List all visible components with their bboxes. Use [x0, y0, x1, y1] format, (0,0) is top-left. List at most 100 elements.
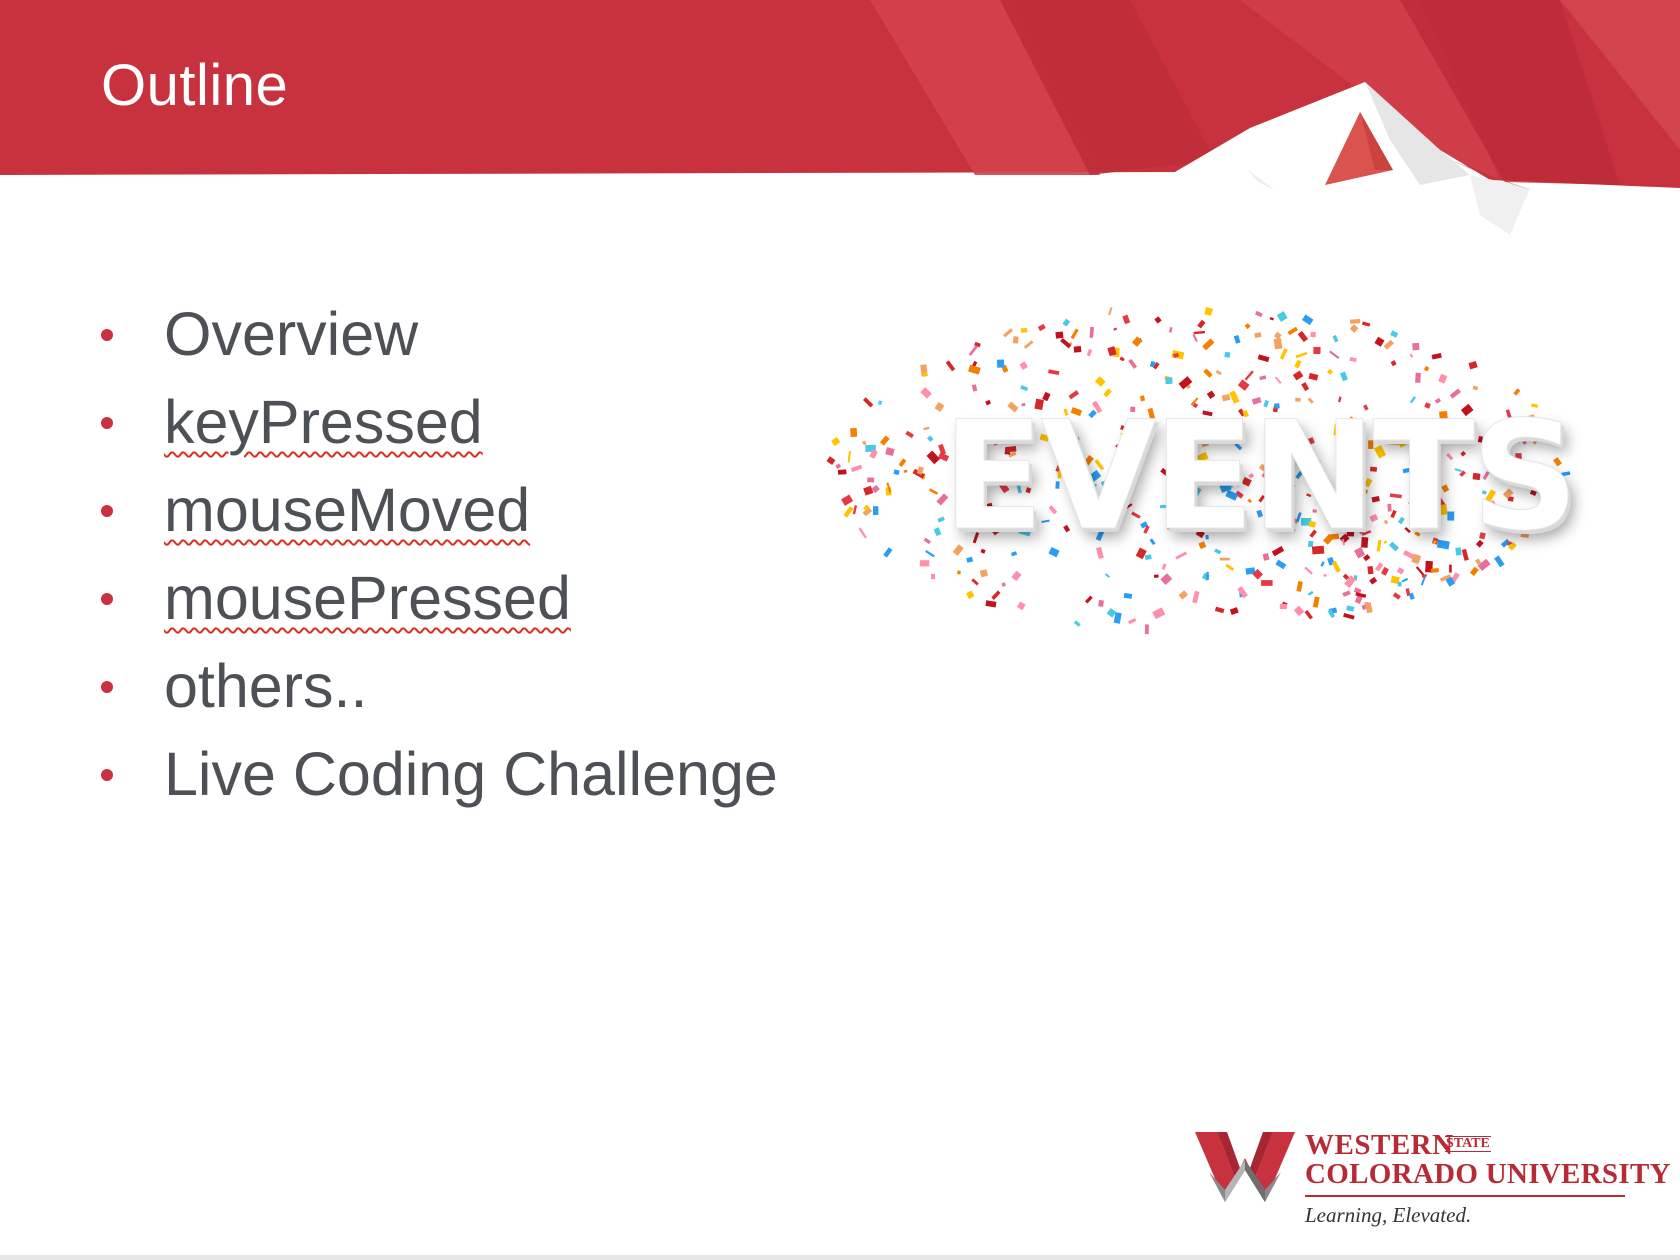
- confetti-piece: [1125, 503, 1133, 509]
- confetti-piece: [1226, 428, 1231, 438]
- confetti-piece: [966, 556, 974, 563]
- logo-colorado-text: COLORADO UNIVERSITY: [1305, 1158, 1671, 1190]
- confetti-piece: [862, 397, 874, 408]
- confetti-piece: [992, 438, 1001, 446]
- confetti-piece: [1390, 575, 1400, 585]
- confetti-piece: [1196, 451, 1209, 463]
- confetti-piece: [1108, 307, 1113, 316]
- confetti-piece: [1127, 617, 1137, 625]
- confetti-piece: [1314, 460, 1321, 470]
- confetti-piece: [1237, 379, 1250, 391]
- confetti-piece: [1092, 400, 1103, 414]
- confetti-piece: [1088, 409, 1097, 419]
- confetti-piece: [1415, 566, 1425, 576]
- confetti-piece: [1048, 505, 1058, 515]
- confetti-piece: [1016, 482, 1022, 494]
- confetti-piece: [1019, 361, 1028, 370]
- confetti-piece: [1122, 314, 1131, 325]
- confetti-piece: [958, 454, 964, 460]
- confetti-piece: [1055, 461, 1062, 472]
- confetti-piece: [1454, 468, 1462, 473]
- confetti-piece: [1018, 526, 1032, 537]
- confetti-piece: [1245, 567, 1256, 575]
- list-item-text: Overview: [164, 300, 419, 368]
- confetti-piece: [1506, 541, 1513, 546]
- confetti-piece: [1201, 423, 1207, 431]
- confetti-piece: [1192, 333, 1198, 343]
- confetti-piece: [1104, 573, 1111, 579]
- confetti-piece: [1351, 457, 1357, 461]
- confetti-piece: [1062, 318, 1071, 327]
- confetti-piece: [878, 400, 883, 405]
- confetti-piece: [1087, 469, 1102, 483]
- confetti-piece: [1195, 529, 1205, 539]
- confetti-piece: [1553, 457, 1562, 467]
- confetti-piece: [1269, 317, 1274, 321]
- confetti-piece: [1475, 539, 1484, 548]
- confetti-piece: [1252, 568, 1264, 580]
- confetti-piece: [1060, 337, 1072, 349]
- confetti-piece: [1271, 545, 1285, 557]
- confetti-piece: [1323, 574, 1327, 577]
- confetti-piece: [1561, 471, 1571, 477]
- confetti-piece: [1153, 574, 1159, 578]
- logo-western-text: WESTERN: [1305, 1129, 1454, 1161]
- confetti-piece: [1168, 326, 1173, 333]
- confetti-piece: [1011, 570, 1022, 582]
- confetti-piece: [1415, 372, 1421, 383]
- confetti-piece: [1387, 503, 1392, 512]
- confetti-piece: [1312, 509, 1317, 513]
- confetti-piece: [1295, 512, 1302, 523]
- confetti-piece: [1034, 398, 1044, 410]
- confetti-piece: [1311, 545, 1325, 555]
- confetti-piece: [1481, 490, 1487, 495]
- list-item-text: mouseMoved: [164, 476, 531, 544]
- confetti-piece: [985, 399, 991, 406]
- confetti-piece: [1414, 530, 1421, 537]
- confetti-piece: [1279, 348, 1288, 360]
- confetti-piece: [1010, 551, 1018, 557]
- confetti-piece: [1229, 607, 1239, 615]
- confetti-piece: [1139, 428, 1148, 436]
- confetti-piece: [919, 560, 930, 567]
- confetti-piece: [1349, 319, 1361, 324]
- confetti-piece: [1235, 434, 1242, 439]
- events-image-text: EVENTS: [942, 390, 1580, 564]
- confetti-piece: [1065, 423, 1072, 432]
- confetti-piece: [1459, 470, 1466, 477]
- confetti-piece: [968, 364, 981, 375]
- confetti-piece: [1287, 326, 1299, 336]
- confetti-piece: [1234, 442, 1243, 451]
- confetti-piece: [1524, 519, 1530, 530]
- confetti-piece: [1309, 529, 1317, 538]
- confetti-piece: [1392, 592, 1401, 600]
- confetti-piece: [937, 516, 945, 523]
- confetti-piece: [1225, 489, 1239, 501]
- confetti-piece: [1341, 539, 1346, 546]
- confetti-piece: [1388, 541, 1399, 552]
- confetti-piece: [1106, 607, 1117, 618]
- confetti-piece: [1370, 466, 1378, 472]
- confetti-piece: [1506, 455, 1515, 466]
- confetti-piece: [1515, 452, 1523, 465]
- confetti-piece: [1475, 558, 1482, 565]
- confetti-piece: [1161, 563, 1167, 571]
- confetti-piece: [1485, 489, 1497, 502]
- confetti-piece: [1295, 351, 1308, 359]
- confetti-piece: [1220, 432, 1226, 437]
- confetti-piece: [1113, 327, 1118, 331]
- outline-list: Overview keyPressed mouseMoved mousePres…: [96, 290, 778, 818]
- confetti-piece: [1197, 319, 1206, 329]
- confetti-piece: [1444, 427, 1452, 434]
- confetti-piece: [1202, 410, 1213, 417]
- confetti-piece: [1402, 467, 1413, 474]
- confetti-piece: [1292, 370, 1304, 381]
- confetti-piece: [1149, 538, 1156, 546]
- confetti-piece: [1131, 336, 1143, 347]
- confetti-piece: [925, 549, 935, 558]
- university-logo: WESTERN STATE COLORADO UNIVERSITY Learni…: [1195, 1125, 1671, 1235]
- confetti-piece: [1411, 553, 1422, 565]
- confetti-piece: [945, 360, 956, 372]
- confetti-piece: [1439, 504, 1448, 516]
